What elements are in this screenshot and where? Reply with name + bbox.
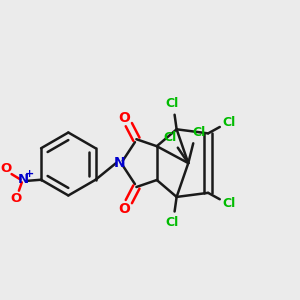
Text: Cl: Cl xyxy=(166,216,179,229)
Text: O: O xyxy=(118,111,130,124)
Text: O: O xyxy=(0,162,12,175)
Text: O: O xyxy=(118,202,130,216)
Text: +: + xyxy=(25,169,34,179)
Text: Cl: Cl xyxy=(223,116,236,129)
Text: Cl: Cl xyxy=(163,131,177,144)
Text: O: O xyxy=(11,192,22,205)
Text: Cl: Cl xyxy=(192,126,206,139)
Text: Cl: Cl xyxy=(223,197,236,210)
Text: N: N xyxy=(114,156,125,170)
Text: N: N xyxy=(17,173,28,186)
Text: Cl: Cl xyxy=(166,98,179,110)
